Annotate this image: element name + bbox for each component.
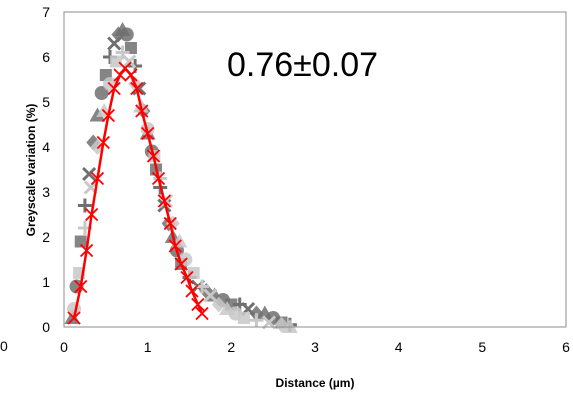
data-point bbox=[82, 166, 97, 182]
data-point bbox=[124, 68, 138, 82]
series-line bbox=[72, 66, 204, 319]
data-point bbox=[195, 306, 209, 321]
data-point bbox=[77, 198, 92, 213]
data-point bbox=[157, 194, 172, 208]
data-point bbox=[101, 108, 115, 123]
y-axis-title: Greyscale variation (%) bbox=[24, 104, 38, 237]
y-tick-label: 7 bbox=[42, 4, 50, 20]
plot-area bbox=[63, 11, 567, 328]
data-point bbox=[203, 288, 218, 303]
data-point bbox=[96, 135, 110, 150]
data-point bbox=[84, 207, 99, 222]
data-point bbox=[211, 296, 226, 313]
x-tick-label: 3 bbox=[311, 339, 319, 355]
data-point bbox=[163, 216, 177, 231]
data-point bbox=[113, 68, 127, 82]
plot-marks bbox=[64, 22, 298, 333]
peak-annotation: 0.76±0.07 bbox=[227, 46, 378, 84]
data-point bbox=[122, 54, 137, 69]
left-edge-label: 0 bbox=[0, 338, 8, 354]
data-point bbox=[249, 313, 264, 328]
data-point bbox=[74, 235, 87, 248]
data-point bbox=[130, 81, 144, 96]
data-point bbox=[109, 55, 122, 68]
data-point bbox=[135, 104, 149, 118]
data-point bbox=[79, 243, 94, 258]
x-tick-label: 6 bbox=[562, 339, 570, 355]
data-point bbox=[168, 239, 182, 253]
x-tick-label: 5 bbox=[478, 339, 486, 355]
x-axis: 0 1 2 3 4 5 6 bbox=[60, 339, 570, 355]
y-tick-label: 4 bbox=[42, 139, 50, 155]
x-tick-label: 4 bbox=[395, 339, 403, 355]
data-point bbox=[89, 107, 106, 122]
data-point bbox=[74, 279, 88, 294]
data-point bbox=[90, 171, 105, 186]
y-tick-label: 5 bbox=[42, 94, 50, 110]
data-point bbox=[180, 270, 194, 285]
data-point bbox=[119, 27, 134, 42]
data-point bbox=[115, 45, 130, 60]
y-tick-label: 3 bbox=[42, 184, 50, 200]
x-tick-label: 1 bbox=[144, 339, 152, 355]
y-tick-label: 2 bbox=[42, 229, 50, 245]
data-point bbox=[185, 284, 199, 298]
x-axis-title: Distance (µm) bbox=[276, 376, 355, 390]
data-point bbox=[141, 126, 155, 141]
y-tick-label: 1 bbox=[42, 274, 50, 290]
data-point bbox=[174, 257, 188, 271]
x-tick-label: 2 bbox=[227, 339, 235, 355]
data-point bbox=[107, 81, 121, 96]
data-point bbox=[191, 297, 205, 312]
data-point bbox=[281, 319, 298, 333]
y-axis: 0 1 2 3 4 5 6 7 bbox=[42, 4, 50, 335]
x-tick-label: 0 bbox=[60, 339, 68, 355]
data-point bbox=[94, 86, 109, 100]
data-point bbox=[146, 149, 161, 163]
y-tick-label: 6 bbox=[42, 49, 50, 65]
data-point bbox=[237, 312, 250, 324]
data-point bbox=[67, 311, 81, 325]
data-point bbox=[151, 171, 166, 186]
data-point bbox=[187, 267, 200, 279]
y-tick-label: 0 bbox=[42, 319, 50, 335]
